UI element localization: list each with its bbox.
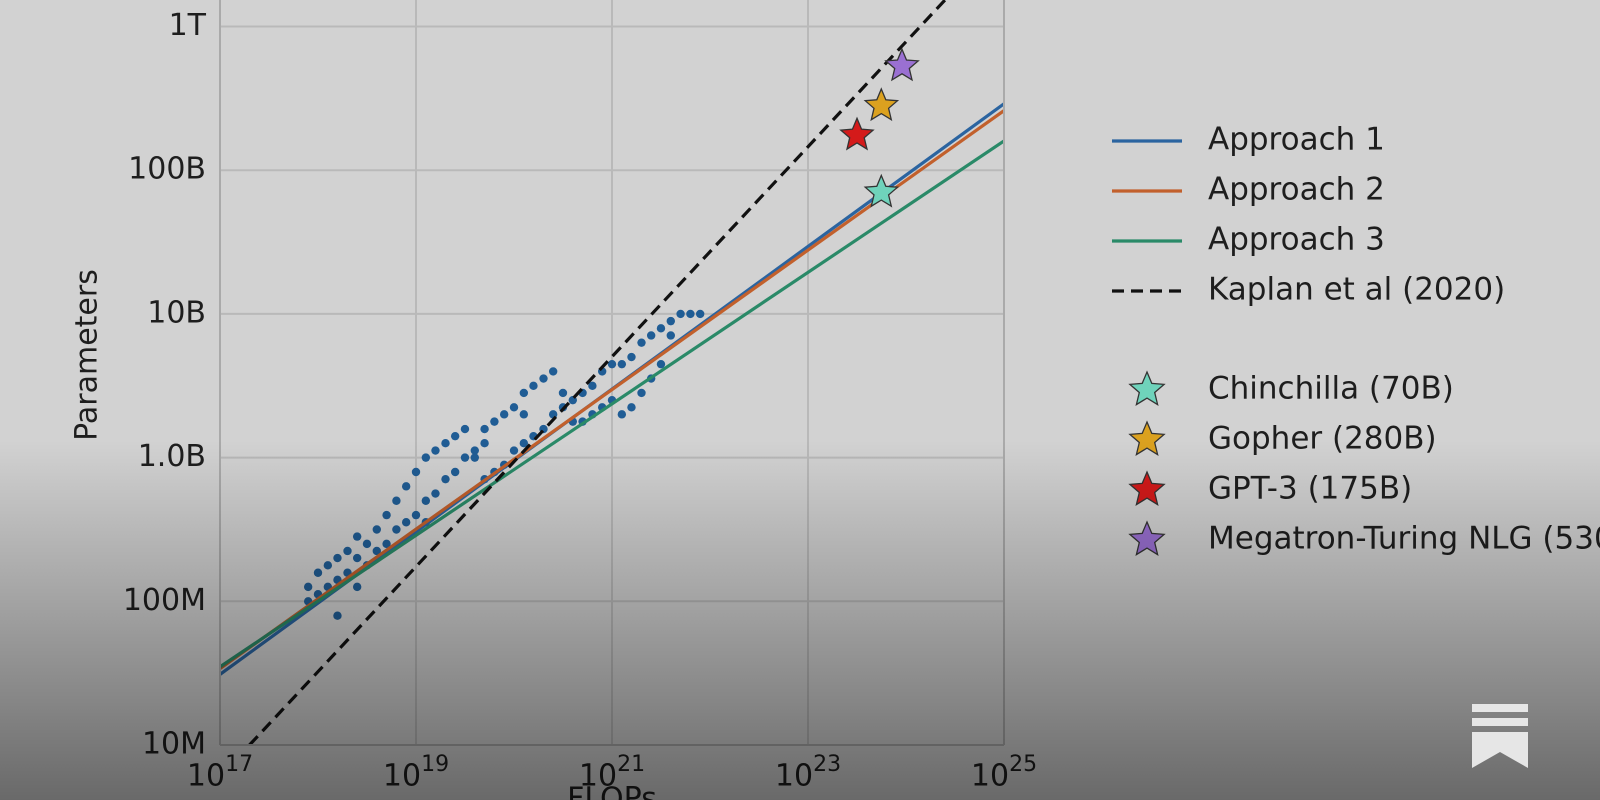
data-point bbox=[460, 453, 470, 462]
data-point bbox=[450, 467, 460, 477]
data-point bbox=[519, 388, 529, 398]
data-point bbox=[450, 431, 460, 441]
data-point bbox=[313, 568, 323, 577]
legend-label: Approach 2 bbox=[1208, 172, 1385, 208]
data-point bbox=[411, 510, 421, 520]
y-tick-label: 10B bbox=[147, 295, 206, 330]
data-point bbox=[480, 438, 489, 448]
data-point bbox=[303, 582, 313, 592]
y-axis-label: Parameters bbox=[70, 269, 105, 441]
data-point bbox=[539, 374, 548, 383]
data-point bbox=[343, 546, 352, 556]
legend-label: Chinchilla (70B) bbox=[1208, 371, 1454, 407]
data-point bbox=[421, 496, 431, 505]
data-point bbox=[470, 453, 479, 462]
data-point bbox=[509, 446, 519, 455]
data-point bbox=[656, 324, 666, 333]
data-point bbox=[666, 316, 675, 326]
y-tick-label: 10M bbox=[142, 727, 206, 762]
data-point bbox=[392, 525, 401, 534]
data-point bbox=[392, 496, 401, 505]
data-point bbox=[666, 331, 675, 340]
legend-label: GPT-3 (175B) bbox=[1208, 471, 1412, 507]
data-point bbox=[441, 474, 450, 484]
data-point bbox=[411, 467, 421, 477]
data-point bbox=[352, 582, 362, 592]
data-point bbox=[352, 532, 362, 541]
data-point bbox=[382, 510, 391, 520]
data-point bbox=[421, 453, 431, 462]
data-point bbox=[695, 309, 705, 319]
data-point bbox=[333, 553, 342, 563]
data-point bbox=[460, 424, 470, 434]
legend-label: Gopher (280B) bbox=[1208, 421, 1437, 457]
data-point bbox=[529, 381, 538, 391]
y-tick-label: 100B bbox=[128, 152, 206, 187]
data-point bbox=[637, 338, 646, 347]
data-point bbox=[617, 359, 627, 369]
data-point bbox=[431, 446, 440, 455]
data-point bbox=[607, 359, 617, 369]
data-point bbox=[548, 367, 558, 376]
legend-label: Kaplan et al (2020) bbox=[1208, 272, 1505, 308]
data-point bbox=[362, 539, 372, 549]
legend-label: Megatron-Turing NLG (530B) bbox=[1208, 521, 1600, 557]
data-point bbox=[480, 424, 489, 434]
data-point bbox=[627, 352, 636, 362]
data-point bbox=[686, 309, 695, 319]
data-point bbox=[490, 417, 499, 426]
data-point bbox=[401, 518, 411, 527]
data-point bbox=[617, 410, 627, 419]
data-point bbox=[627, 403, 636, 412]
y-tick-label: 100M bbox=[123, 583, 206, 618]
x-axis-label: FLOPs bbox=[567, 782, 657, 800]
data-point bbox=[323, 561, 333, 570]
legend-label: Approach 1 bbox=[1208, 122, 1385, 158]
data-point bbox=[401, 482, 411, 491]
y-tick-label: 1T bbox=[169, 8, 207, 43]
data-point bbox=[372, 525, 381, 534]
data-point bbox=[352, 553, 362, 563]
data-point bbox=[499, 410, 509, 419]
data-point bbox=[656, 359, 666, 369]
data-point bbox=[676, 309, 685, 319]
y-tick-label: 1.0B bbox=[138, 439, 206, 474]
data-point bbox=[637, 388, 646, 398]
data-point bbox=[333, 611, 342, 620]
data-point bbox=[509, 403, 519, 412]
data-point bbox=[646, 331, 656, 340]
data-point bbox=[441, 438, 450, 448]
legend-label: Approach 3 bbox=[1208, 222, 1385, 258]
data-point bbox=[558, 388, 568, 398]
data-point bbox=[431, 489, 440, 498]
bookmark-icon bbox=[1472, 704, 1528, 768]
data-point bbox=[519, 410, 529, 419]
